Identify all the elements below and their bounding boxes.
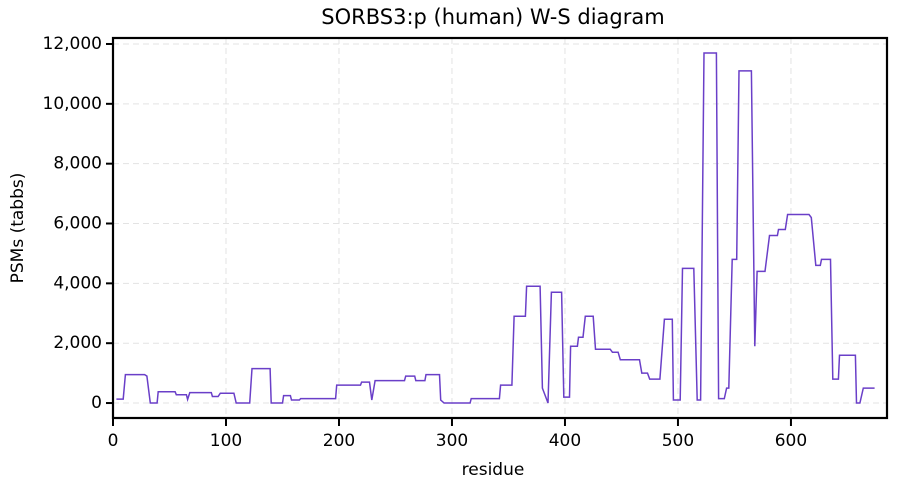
- x-tick-label: 0: [108, 431, 119, 451]
- y-tick-label: 8,000: [53, 154, 102, 174]
- y-tick-label: 12,000: [43, 34, 102, 54]
- y-tick-label: 0: [91, 393, 102, 413]
- chart-title: SORBS3:p (human) W-S diagram: [321, 5, 664, 29]
- y-tick-label: 6,000: [53, 214, 102, 234]
- x-tick-label: 500: [662, 431, 694, 451]
- x-tick-label: 600: [775, 431, 807, 451]
- plot-frame: [111, 36, 889, 420]
- y-tick-label: 4,000: [53, 273, 102, 293]
- x-tick-label: 400: [549, 431, 581, 451]
- x-tick-label: 100: [210, 431, 242, 451]
- x-axis-label: residue: [462, 460, 525, 480]
- y-tick-label: 2,000: [53, 333, 102, 353]
- y-axis-label: PSMs (tabbs): [8, 173, 28, 284]
- data-line: [116, 52, 875, 404]
- x-tick-label: 200: [323, 431, 355, 451]
- x-tick-label: 300: [436, 431, 468, 451]
- y-tick-label: 10,000: [43, 94, 102, 114]
